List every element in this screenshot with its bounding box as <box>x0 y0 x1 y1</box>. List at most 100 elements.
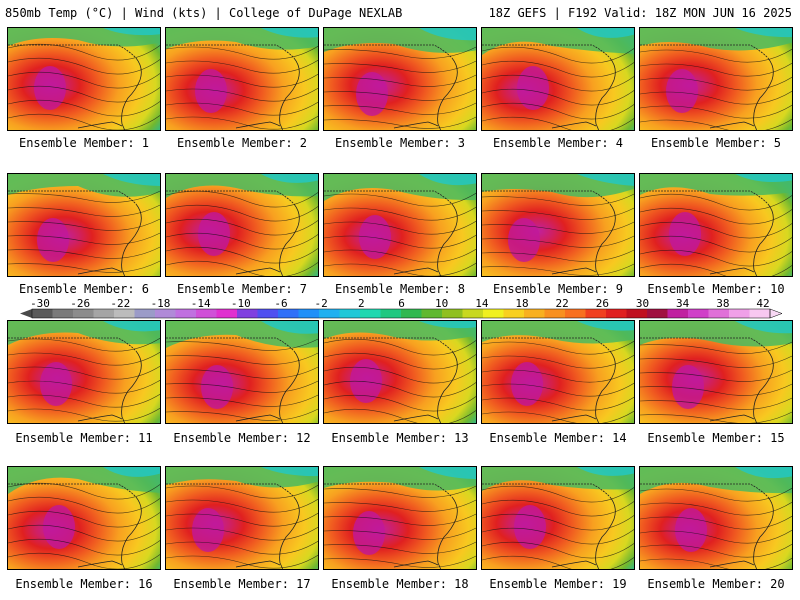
ensemble-map-6 <box>7 173 161 277</box>
ensemble-map-13 <box>323 320 477 424</box>
ensemble-map-3 <box>323 27 477 131</box>
ensemble-member-label: Ensemble Member: 15 <box>647 431 785 445</box>
colorbar-swatch <box>524 309 545 318</box>
ensemble-map-8 <box>323 173 477 277</box>
ensemble-member-label: Ensemble Member: 18 <box>331 577 469 591</box>
colorbar-tick-label: -30 <box>30 297 50 310</box>
colorbar-swatch <box>237 309 258 318</box>
ensemble-member-label: Ensemble Member: 5 <box>650 136 782 150</box>
colorbar-swatch <box>442 309 463 318</box>
temperature-colorbar <box>20 308 783 319</box>
ensemble-member-label: Ensemble Member: 20 <box>647 577 785 591</box>
colorbar-tick-label: 10 <box>435 297 449 310</box>
ensemble-member-label: Ensemble Member: 9 <box>492 282 624 296</box>
colorbar-swatch <box>93 309 115 318</box>
colorbar-swatch <box>114 309 135 318</box>
colorbar-tick-label: -14 <box>190 297 211 310</box>
ensemble-map-9 <box>481 173 635 277</box>
colorbar-swatch <box>32 309 53 318</box>
colorbar-tick-label: 18 <box>515 297 529 310</box>
ensemble-member-label: Ensemble Member: 11 <box>15 431 153 445</box>
colorbar-tick-label: -22 <box>110 297 131 310</box>
colorbar-left-arrow <box>20 309 32 318</box>
colorbar-swatch <box>175 309 197 318</box>
colorbar-tick-label: 2 <box>358 297 365 310</box>
colorbar-swatch <box>401 309 422 318</box>
colorbar-swatch <box>196 309 217 318</box>
header-valid-time: 18Z GEFS | F192 Valid: 18Z MON JUN 16 20… <box>488 6 792 20</box>
colorbar-swatch <box>319 309 340 318</box>
colorbar-tick-label: 38 <box>716 297 730 310</box>
colorbar-swatch <box>667 309 689 318</box>
ensemble-member-label: Ensemble Member: 17 <box>173 577 311 591</box>
colorbar-swatch <box>749 309 771 318</box>
colorbar-swatch <box>688 309 709 318</box>
colorbar-right-arrow <box>769 308 783 319</box>
ensemble-member-label: Ensemble Member: 12 <box>173 431 311 445</box>
colorbar-swatch <box>278 309 299 318</box>
ensemble-member-label: Ensemble Member: 13 <box>331 431 469 445</box>
colorbar-tick-label: 42 <box>756 297 770 310</box>
ensemble-member-label: Ensemble Member: 2 <box>176 136 308 150</box>
colorbar-swatch <box>585 309 607 318</box>
colorbar-swatch <box>134 309 156 318</box>
colorbar-swatch <box>462 309 484 318</box>
colorbar-tick-label: 34 <box>676 297 690 310</box>
colorbar-swatch <box>52 309 74 318</box>
colorbar-tick-label: 14 <box>475 297 489 310</box>
colorbar-swatch <box>565 309 586 318</box>
ensemble-map-12 <box>165 320 319 424</box>
colorbar-tick-label: -6 <box>274 297 288 310</box>
ensemble-member-label: Ensemble Member: 4 <box>492 136 624 150</box>
ensemble-map-11 <box>7 320 161 424</box>
ensemble-map-1 <box>7 27 161 131</box>
colorbar-swatch <box>73 309 94 318</box>
ensemble-map-18 <box>323 466 477 570</box>
ensemble-map-7 <box>165 173 319 277</box>
ensemble-member-label: Ensemble Member: 10 <box>647 282 785 296</box>
ensemble-map-15 <box>639 320 793 424</box>
ensemble-map-4 <box>481 27 635 131</box>
ensemble-member-label: Ensemble Member: 1 <box>18 136 150 150</box>
colorbar-swatch <box>380 309 402 318</box>
colorbar-swatch <box>626 309 648 318</box>
colorbar-swatch <box>216 309 238 318</box>
ensemble-map-19 <box>481 466 635 570</box>
colorbar-swatch <box>708 309 730 318</box>
colorbar-tick-label: -26 <box>70 297 91 310</box>
colorbar-tick-label: 26 <box>595 297 609 310</box>
colorbar-swatch <box>503 309 525 318</box>
ensemble-map-10 <box>639 173 793 277</box>
colorbar-swatch <box>339 309 361 318</box>
colorbar-tick-label: 30 <box>635 297 650 310</box>
colorbar-swatch <box>729 309 750 318</box>
ensemble-member-label: Ensemble Member: 16 <box>15 577 153 591</box>
colorbar-swatch <box>647 309 668 318</box>
ensemble-member-label: Ensemble Member: 8 <box>334 282 466 296</box>
colorbar-tick-label: 22 <box>555 297 569 310</box>
ensemble-member-label: Ensemble Member: 6 <box>18 282 150 296</box>
ensemble-map-17 <box>165 466 319 570</box>
colorbar-swatch <box>360 309 381 318</box>
colorbar-swatch <box>421 309 443 318</box>
ensemble-map-5 <box>639 27 793 131</box>
ensemble-map-14 <box>481 320 635 424</box>
ensemble-member-label: Ensemble Member: 3 <box>334 136 466 150</box>
colorbar-swatch <box>298 309 320 318</box>
ensemble-member-label: Ensemble Member: 19 <box>489 577 627 591</box>
colorbar-swatch <box>155 309 176 318</box>
ensemble-map-2 <box>165 27 319 131</box>
colorbar-tick-label: -18 <box>150 297 171 310</box>
header-title: 850mb Temp (°C) | Wind (kts) | College o… <box>5 6 403 20</box>
colorbar-tick-label: 6 <box>398 297 405 310</box>
colorbar-tick-label: -2 <box>314 297 328 310</box>
colorbar-swatch <box>257 309 279 318</box>
colorbar-tick-label: -10 <box>230 297 251 310</box>
ensemble-map-20 <box>639 466 793 570</box>
ensemble-map-16 <box>7 466 161 570</box>
colorbar-swatch <box>606 309 627 318</box>
ensemble-member-label: Ensemble Member: 7 <box>176 282 308 296</box>
colorbar-swatch <box>483 309 504 318</box>
colorbar-tick-labels: -30 -26 -22 -18 -14 -10 -6 -2 2 6 10 14 18 22 26 30 34 38… <box>0 297 800 310</box>
colorbar-swatch <box>544 309 566 318</box>
